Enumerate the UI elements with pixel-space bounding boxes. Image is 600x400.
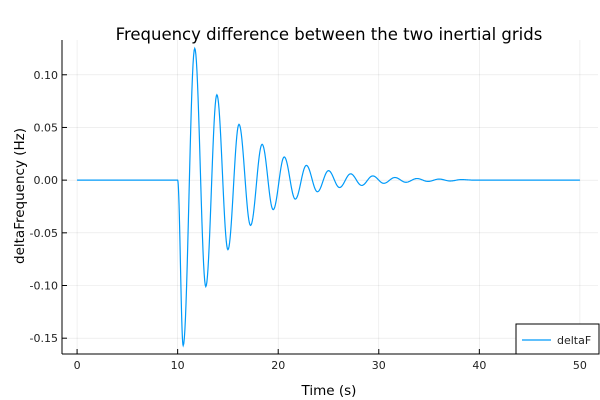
legend: deltaF: [515, 323, 600, 355]
x-tick-label: 50: [573, 359, 587, 372]
y-tick-label: 0.05: [34, 121, 59, 134]
y-tick-label: 0.00: [34, 174, 59, 187]
axes: [61, 40, 598, 355]
y-tick-label: -0.05: [30, 227, 58, 240]
legend-label-deltaF: deltaF: [557, 334, 591, 347]
legend-box: [515, 323, 600, 355]
series-line-deltaF: [77, 46, 580, 348]
chart-title: Frequency difference between the two ine…: [116, 25, 543, 44]
y-tick-label: -0.15: [30, 332, 58, 345]
y-tick-label: -0.10: [30, 280, 58, 293]
x-tick-label: 0: [74, 359, 81, 372]
y-axis-label: deltaFrequency (Hz): [12, 128, 28, 264]
grid: [62, 40, 598, 354]
x-tick-label: 30: [372, 359, 386, 372]
x-tick-label: 40: [472, 359, 486, 372]
ticks: 0 10 20 30 40 50 0.10 0.05 0.00 -0.05 -0.10 -0.15: [30, 69, 587, 372]
x-tick-label: 20: [271, 359, 285, 372]
x-tick-label: 10: [171, 359, 185, 372]
y-tick-label: 0.10: [34, 69, 59, 82]
x-axis-label: Time (s): [301, 383, 357, 399]
